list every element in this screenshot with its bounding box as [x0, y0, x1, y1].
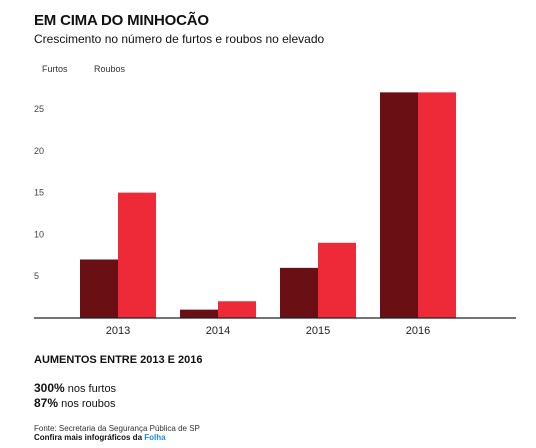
legend-furtos: Furtos [42, 64, 68, 74]
bar-furtos-2015 [280, 267, 318, 318]
bar-roubos-2016 [418, 92, 456, 318]
legend-roubos: Roubos [94, 64, 126, 74]
bar-roubos-2013 [118, 192, 156, 318]
stat-furtos-pct: 300% [34, 381, 65, 395]
x-tick-label: 2013 [106, 325, 130, 337]
chart-title: EM CIMA DO MINHOCÃO [34, 12, 209, 29]
stat-furtos-text: nos furtos [64, 383, 117, 395]
x-tick-label: 2014 [206, 325, 230, 337]
y-tick-label: 20 [34, 146, 44, 156]
bar-roubos-2014 [218, 301, 256, 318]
bar-furtos-2013 [80, 259, 118, 318]
more-infographics: Confira mais infográficos da Folha [34, 433, 166, 442]
y-tick-label: 10 [34, 229, 44, 239]
bar-furtos-2014 [180, 309, 218, 318]
y-tick-label: 15 [34, 188, 44, 198]
folha-link[interactable]: Folha [144, 433, 166, 442]
x-tick-label: 2016 [406, 325, 430, 337]
stat-furtos: 300% nos furtos [34, 381, 116, 395]
bar-furtos-2016 [380, 92, 418, 318]
more-prefix: Confira mais infográficos da [34, 433, 145, 442]
stat-roubos-pct: 87% [34, 396, 59, 410]
x-tick-label: 2015 [306, 325, 330, 337]
summary-heading: AUMENTOS ENTRE 2013 E 2016 [34, 354, 203, 366]
bar-chart: 5 10 15 20 25 2013 2014 2015 2016 [34, 92, 516, 337]
y-tick-label: 25 [34, 104, 44, 114]
chart-subtitle: Crescimento no número de furtos e roubos… [34, 32, 325, 46]
y-tick-label: 5 [34, 271, 39, 281]
stat-roubos: 87% nos roubos [34, 396, 116, 410]
bar-roubos-2015 [318, 242, 356, 318]
source-note: Fonte: Secretaria da Segurança Pública d… [34, 424, 200, 433]
stat-roubos-text: nos roubos [58, 398, 116, 410]
